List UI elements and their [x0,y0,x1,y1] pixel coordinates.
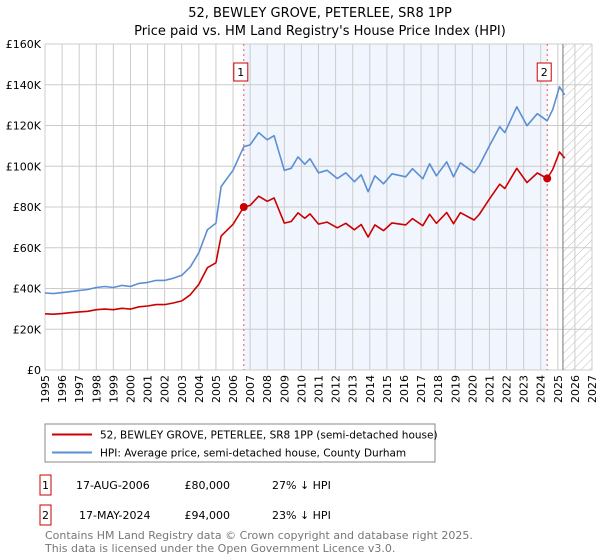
y-tick-label: £20K [13,323,42,336]
y-tick-label: £60K [13,242,42,255]
x-tick-label: 1996 [56,375,69,403]
x-tick-label: 1995 [39,375,52,403]
price-paid-line [44,151,566,315]
sale-flag-box [233,62,249,82]
x-tick-label: 1998 [90,375,103,403]
x-tick-label: 2013 [347,375,360,403]
x-tick-label: 2007 [244,375,257,403]
x-tick-label: 2016 [398,375,411,403]
x-tick-label: 2005 [210,375,223,403]
x-tick-label: 2014 [364,375,377,403]
sale-row-2: 2 17-MAY-2024 £94,000 23% ↓ HPI [39,504,331,526]
sale-marker-box [39,474,52,496]
x-tick-label: 2006 [227,375,240,403]
x-tick-label: 2003 [176,375,189,403]
x-tick-label: 2011 [313,375,326,403]
y-tick-label: £140K [6,79,42,92]
x-tick-label: 2004 [193,375,206,403]
sale-flag-label: 2 [541,66,548,79]
sale-hpi-diff: 27% ↓ HPI [272,479,331,492]
x-tick-label: 2010 [295,375,308,403]
y-tick-label: £40K [13,283,42,296]
y-tick-label: £120K [6,120,42,133]
x-tick-label: 2012 [330,375,343,403]
y-tick-label: £80K [13,201,42,214]
sale-id: 1 [42,479,49,492]
sale-flag-box [536,62,552,82]
x-tick-label: 2021 [483,375,496,403]
chart-subtitle: Price paid vs. HM Land Registry's House … [134,24,506,39]
sale-hpi-diff: 23% ↓ HPI [272,509,331,522]
y-tick-label: £160K [6,38,42,51]
x-tick-label: 2020 [466,375,479,403]
sales-table: 1 17-AUG-2006 £80,000 27% ↓ HPI 2 17-MAY… [39,474,331,526]
x-tick-label: 2001 [142,375,155,403]
sale-flag-label: 1 [237,66,244,79]
sale-row-1: 1 17-AUG-2006 £80,000 27% ↓ HPI [39,474,331,496]
footer-copyright: Contains HM Land Registry data © Crown c… [45,529,473,542]
sale-point [239,203,248,211]
sale-price: £94,000 [185,509,231,522]
x-tick-label: 2017 [415,375,428,403]
legend: 52, BEWLEY GROVE, PETERLEE, SR8 1PP (sem… [44,423,438,463]
sale-marker-box [39,504,52,526]
x-tick-label: 2022 [501,375,514,403]
sale-price: £80,000 [185,479,231,492]
sale-date: 17-AUG-2006 [76,479,150,492]
x-tick-label: 2009 [278,375,291,403]
y-tick-label: £100K [6,160,42,173]
x-tick-label: 2023 [518,375,531,403]
x-tick-label: 2024 [535,375,548,403]
y-tick-label: £0 [27,364,41,377]
x-tick-label: 2018 [432,375,445,403]
legend-label-hpi: HPI: Average price, semi-detached house,… [100,448,406,460]
x-tick-label: 1997 [73,375,86,403]
x-tick-label: 2019 [449,375,462,403]
footer-licence: This data is licensed under the Open Gov… [45,542,396,555]
x-tick-label: 2025 [552,375,565,403]
x-tick-label: 2002 [159,375,172,403]
sale-point [543,174,552,183]
x-tick-label: 2026 [569,375,582,403]
x-tick-label: 1999 [107,375,120,403]
legend-label-price: 52, BEWLEY GROVE, PETERLEE, SR8 1PP (sem… [100,430,438,442]
x-tick-label: 2015 [381,375,394,403]
x-tick-label: 2000 [124,375,137,403]
legend-box [44,423,436,463]
sale-date: 17-MAY-2024 [79,509,151,522]
hpi-line [44,86,566,295]
x-tick-label: 2008 [261,375,274,403]
sale-id: 2 [42,509,49,522]
chart-title: 52, BEWLEY GROVE, PETERLEE, SR8 1PP [188,6,452,21]
x-tick-label: 2027 [586,375,599,403]
